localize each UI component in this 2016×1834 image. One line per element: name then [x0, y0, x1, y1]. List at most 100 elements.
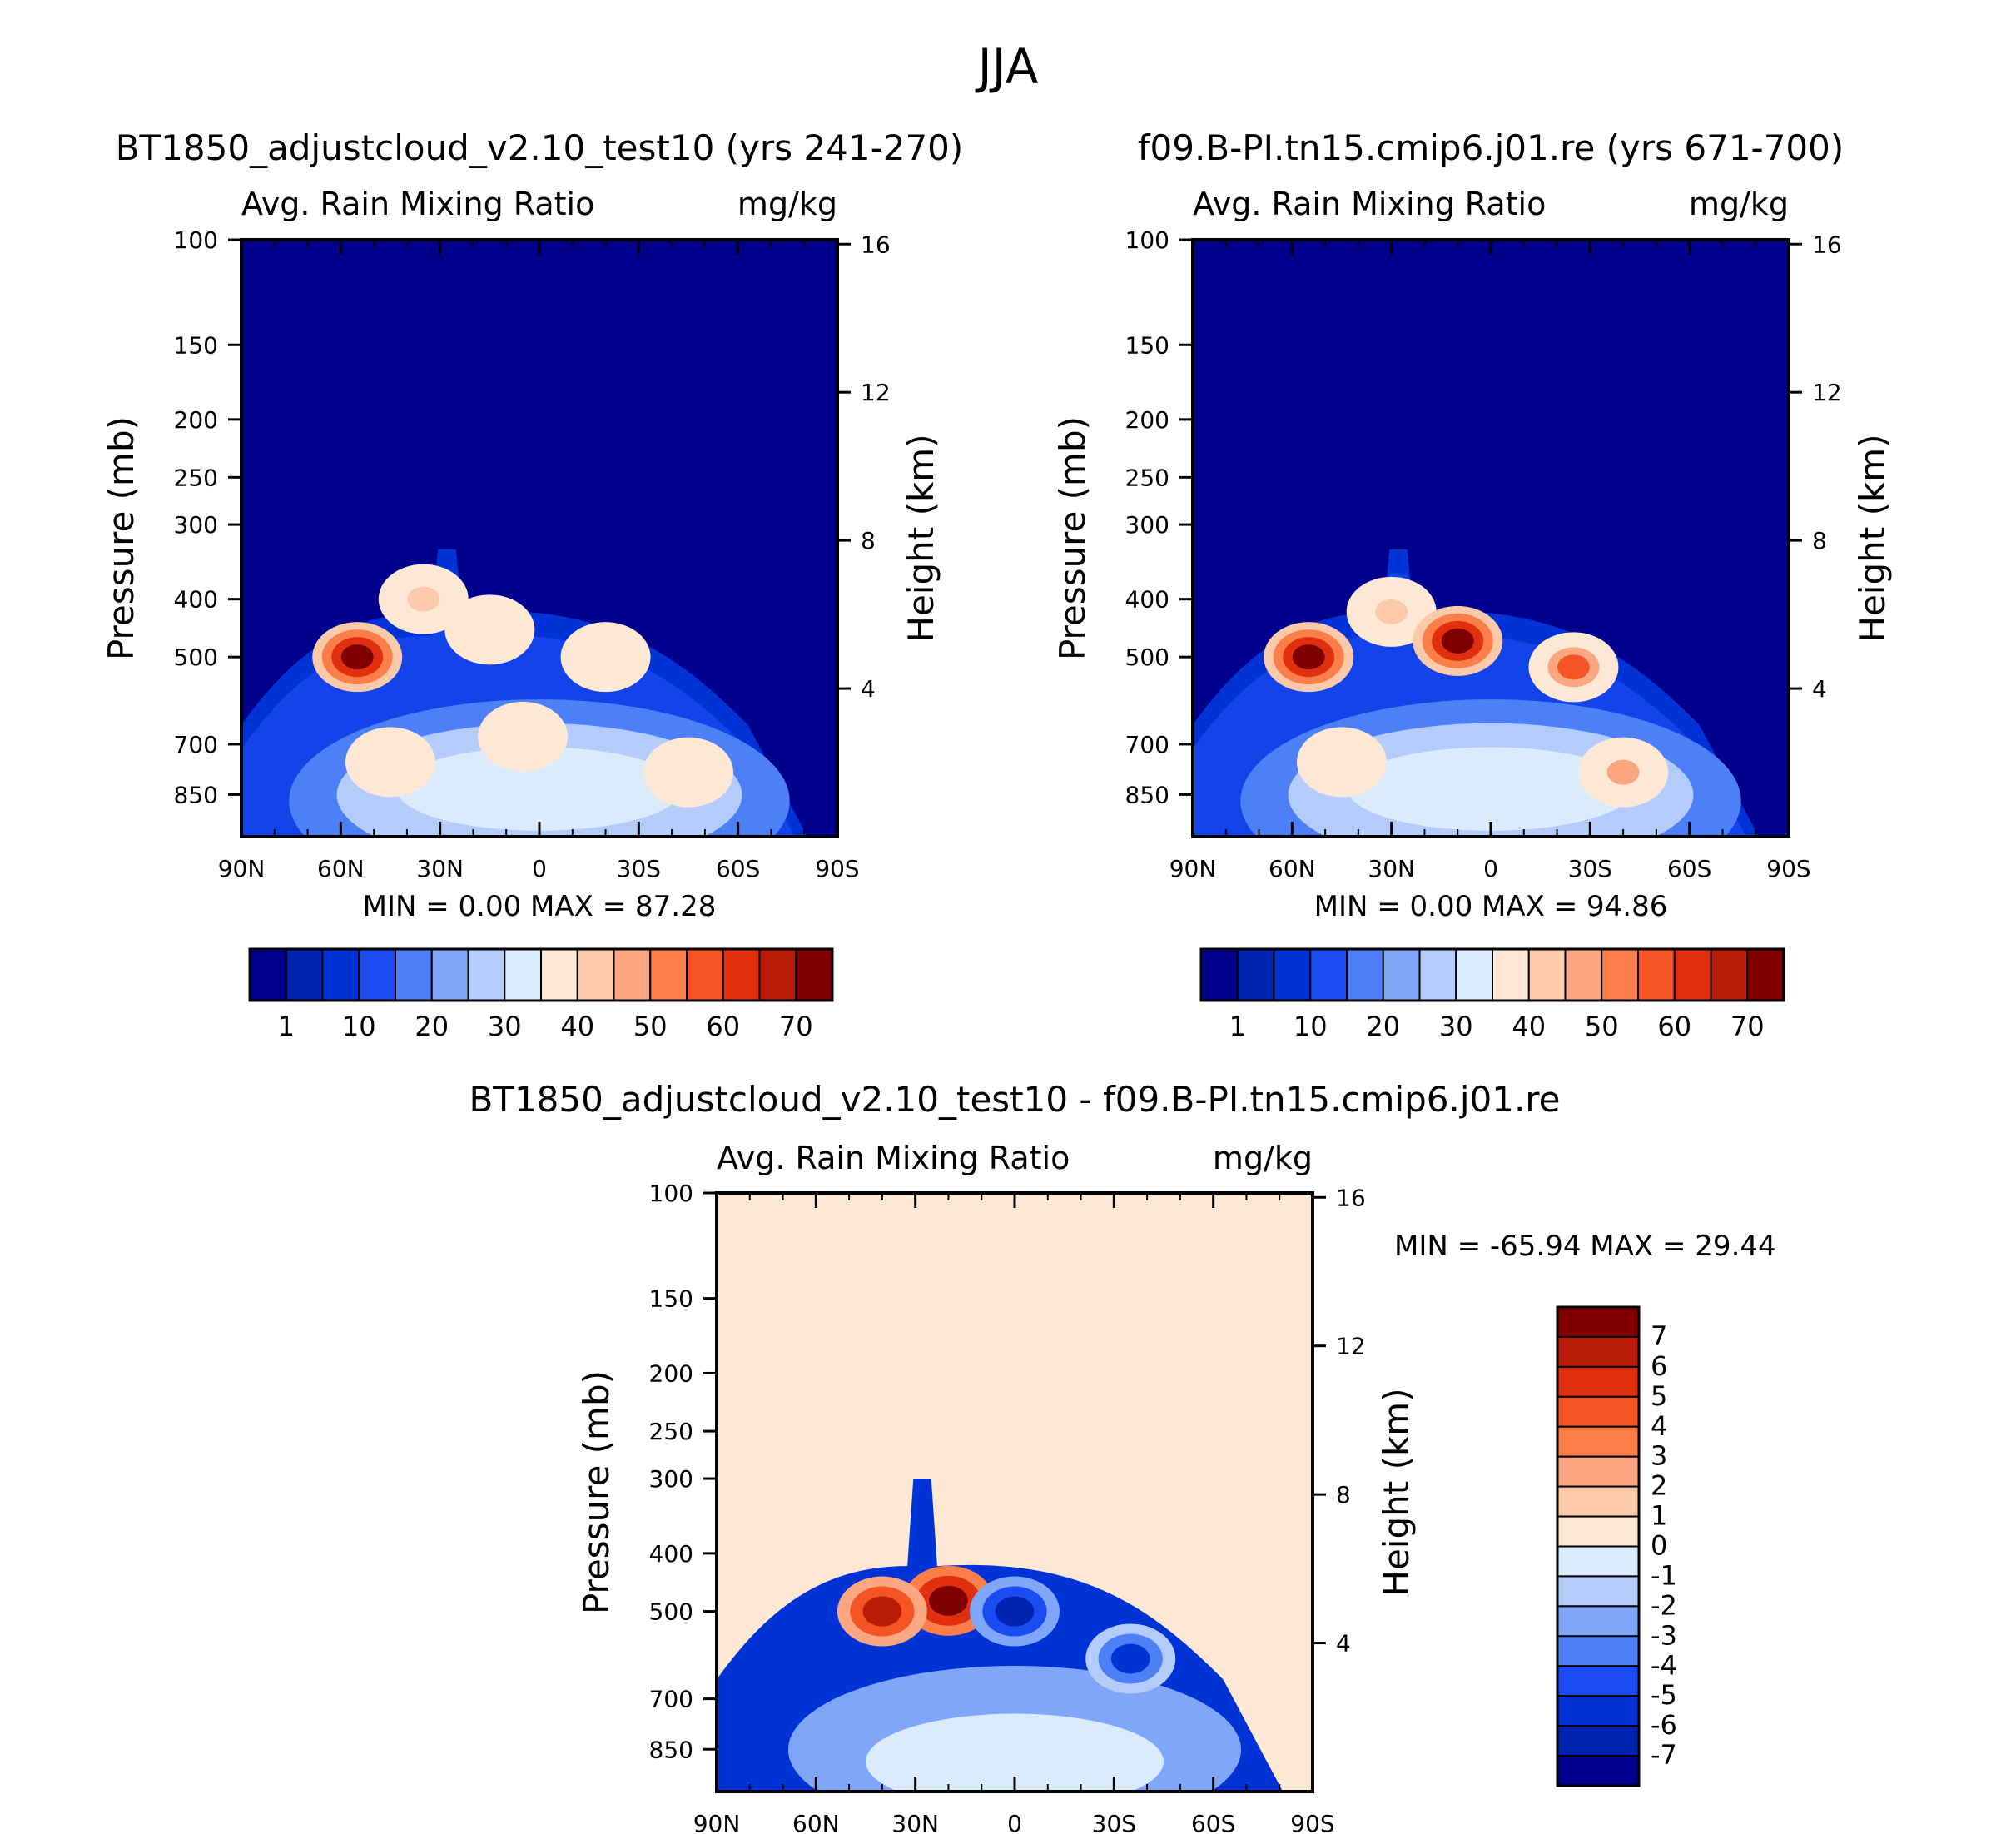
colorbar-swatch	[1346, 948, 1384, 1001]
x-tick-label: 90S	[1290, 1810, 1334, 1834]
y-right-tick-label: 12	[861, 379, 891, 406]
feature-blob	[1441, 628, 1474, 654]
colorbar-label: -2	[1651, 1589, 1677, 1621]
y-tick-label: 100	[1125, 226, 1169, 254]
panel-title: f09.B-PI.tn15.cmip6.j01.re (yrs 671-700)	[1138, 127, 1845, 168]
y-tick-label: 500	[649, 1598, 693, 1626]
y-tick-label: 700	[649, 1686, 693, 1713]
colorbar-label: 70	[779, 1011, 813, 1042]
feature-blob	[374, 749, 407, 775]
plot-field	[717, 1193, 1313, 1792]
colorbar-swatch	[1557, 1755, 1640, 1787]
feature-blob	[672, 759, 705, 785]
x-tick-label: 30N	[891, 1810, 939, 1834]
y-tick-label: 400	[1125, 586, 1169, 614]
colorbar-swatch	[686, 948, 724, 1001]
colorbar-swatch	[1557, 1306, 1640, 1338]
panel-3: BT1850_adjustcloud_v2.10_test10 - f09.B-…	[469, 1079, 1775, 1834]
colorbar-swatch	[1557, 1515, 1640, 1548]
y-tick-label: 250	[1125, 464, 1169, 491]
colorbar-label: 40	[560, 1011, 594, 1042]
colorbar-swatch	[1557, 1335, 1640, 1368]
y-axis-label: Pressure (mb)	[101, 416, 142, 660]
y-tick-label: 700	[174, 731, 218, 758]
y-right-axis-label: Height (km)	[901, 434, 941, 642]
feature-blob	[1557, 654, 1590, 680]
y-right-axis-label: Height (km)	[1376, 1388, 1417, 1596]
x-tick-label: 0	[1007, 1810, 1022, 1834]
x-tick-label: 90N	[1169, 855, 1217, 882]
colorbar-label: -3	[1651, 1619, 1677, 1651]
y-tick-label: 300	[1125, 511, 1169, 539]
y-right-tick-label: 12	[1336, 1333, 1366, 1360]
colorbar-swatch	[540, 948, 578, 1001]
colorbar-label: -6	[1651, 1709, 1677, 1741]
x-tick-label: 90S	[1766, 855, 1810, 882]
x-tick-label: 60S	[1191, 1810, 1235, 1834]
colorbar-swatch	[1601, 948, 1639, 1001]
colorbar-label: -7	[1651, 1739, 1677, 1771]
x-tick-label: 90S	[815, 855, 859, 882]
y-tick-label: 500	[1125, 644, 1169, 671]
y-tick-label: 150	[1125, 331, 1169, 359]
colorbar-swatch	[430, 948, 469, 1001]
feature-blob	[929, 1585, 968, 1616]
colorbar-swatch	[1492, 948, 1530, 1001]
feature-blob	[1292, 644, 1325, 670]
colorbar-label: 1	[1229, 1011, 1246, 1042]
colorbar-swatch	[1557, 1455, 1640, 1488]
y-right-tick-label: 4	[861, 675, 876, 703]
colorbar-label: 50	[1585, 1011, 1619, 1042]
y-right-tick-label: 8	[861, 527, 876, 554]
colorbar-label: -5	[1651, 1679, 1677, 1711]
y-tick-label: 850	[649, 1736, 693, 1763]
colorbar-swatch	[758, 948, 797, 1001]
y-right-tick-label: 12	[1812, 379, 1842, 406]
x-tick-label: 30S	[617, 855, 661, 882]
colorbar-label: 50	[633, 1011, 668, 1042]
colorbar-swatch	[1557, 1365, 1640, 1398]
colorbar-label: 70	[1730, 1011, 1765, 1042]
y-right-tick-label: 8	[1812, 527, 1827, 554]
feature-blob	[1375, 599, 1408, 624]
x-tick-label: 60N	[317, 855, 365, 882]
y-tick-label: 850	[174, 781, 218, 808]
colorbar-swatch	[576, 948, 615, 1001]
colorbar-label: 0	[1651, 1530, 1667, 1562]
panel-2: f09.B-PI.tn15.cmip6.j01.re (yrs 671-700)…	[1052, 127, 1893, 1042]
colorbar-swatch	[649, 948, 688, 1001]
colorbar-swatch	[504, 948, 542, 1001]
colorbar-swatch	[795, 948, 833, 1001]
colorbar-label: 7	[1651, 1320, 1667, 1352]
y-tick-label: 200	[1125, 406, 1169, 434]
y-tick-label: 100	[174, 226, 218, 254]
y-tick-label: 300	[174, 511, 218, 539]
y-tick-label: 200	[649, 1359, 693, 1387]
y-right-tick-label: 16	[1336, 1184, 1366, 1211]
units-label: mg/kg	[737, 186, 837, 222]
figure-title: JJA	[976, 38, 1039, 95]
colorbar-swatch	[1557, 1725, 1640, 1757]
x-tick-label: 30S	[1568, 855, 1612, 882]
feature-blob	[473, 617, 506, 643]
y-tick-label: 150	[174, 331, 218, 359]
colorbar-swatch	[1557, 1635, 1640, 1667]
x-tick-label: 90N	[693, 1810, 741, 1834]
x-tick-label: 30N	[1368, 855, 1415, 882]
units-label: mg/kg	[1213, 1140, 1313, 1176]
colorbar-label: 10	[1294, 1011, 1328, 1042]
units-label: mg/kg	[1689, 186, 1789, 222]
colorbar-swatch	[1557, 1485, 1640, 1518]
colorbar-label: 60	[1657, 1011, 1691, 1042]
y-right-tick-label: 4	[1812, 675, 1827, 703]
colorbar-label: 20	[415, 1011, 449, 1042]
variable-name: Avg. Rain Mixing Ratio	[1193, 186, 1546, 222]
plot-field	[241, 240, 837, 837]
x-tick-label: 60S	[1667, 855, 1711, 882]
feature-blob	[589, 644, 623, 670]
colorbar-label: 20	[1366, 1011, 1400, 1042]
colorbar-label: 4	[1651, 1410, 1667, 1442]
feature-blob	[1325, 749, 1358, 775]
feature-blob	[506, 723, 539, 749]
